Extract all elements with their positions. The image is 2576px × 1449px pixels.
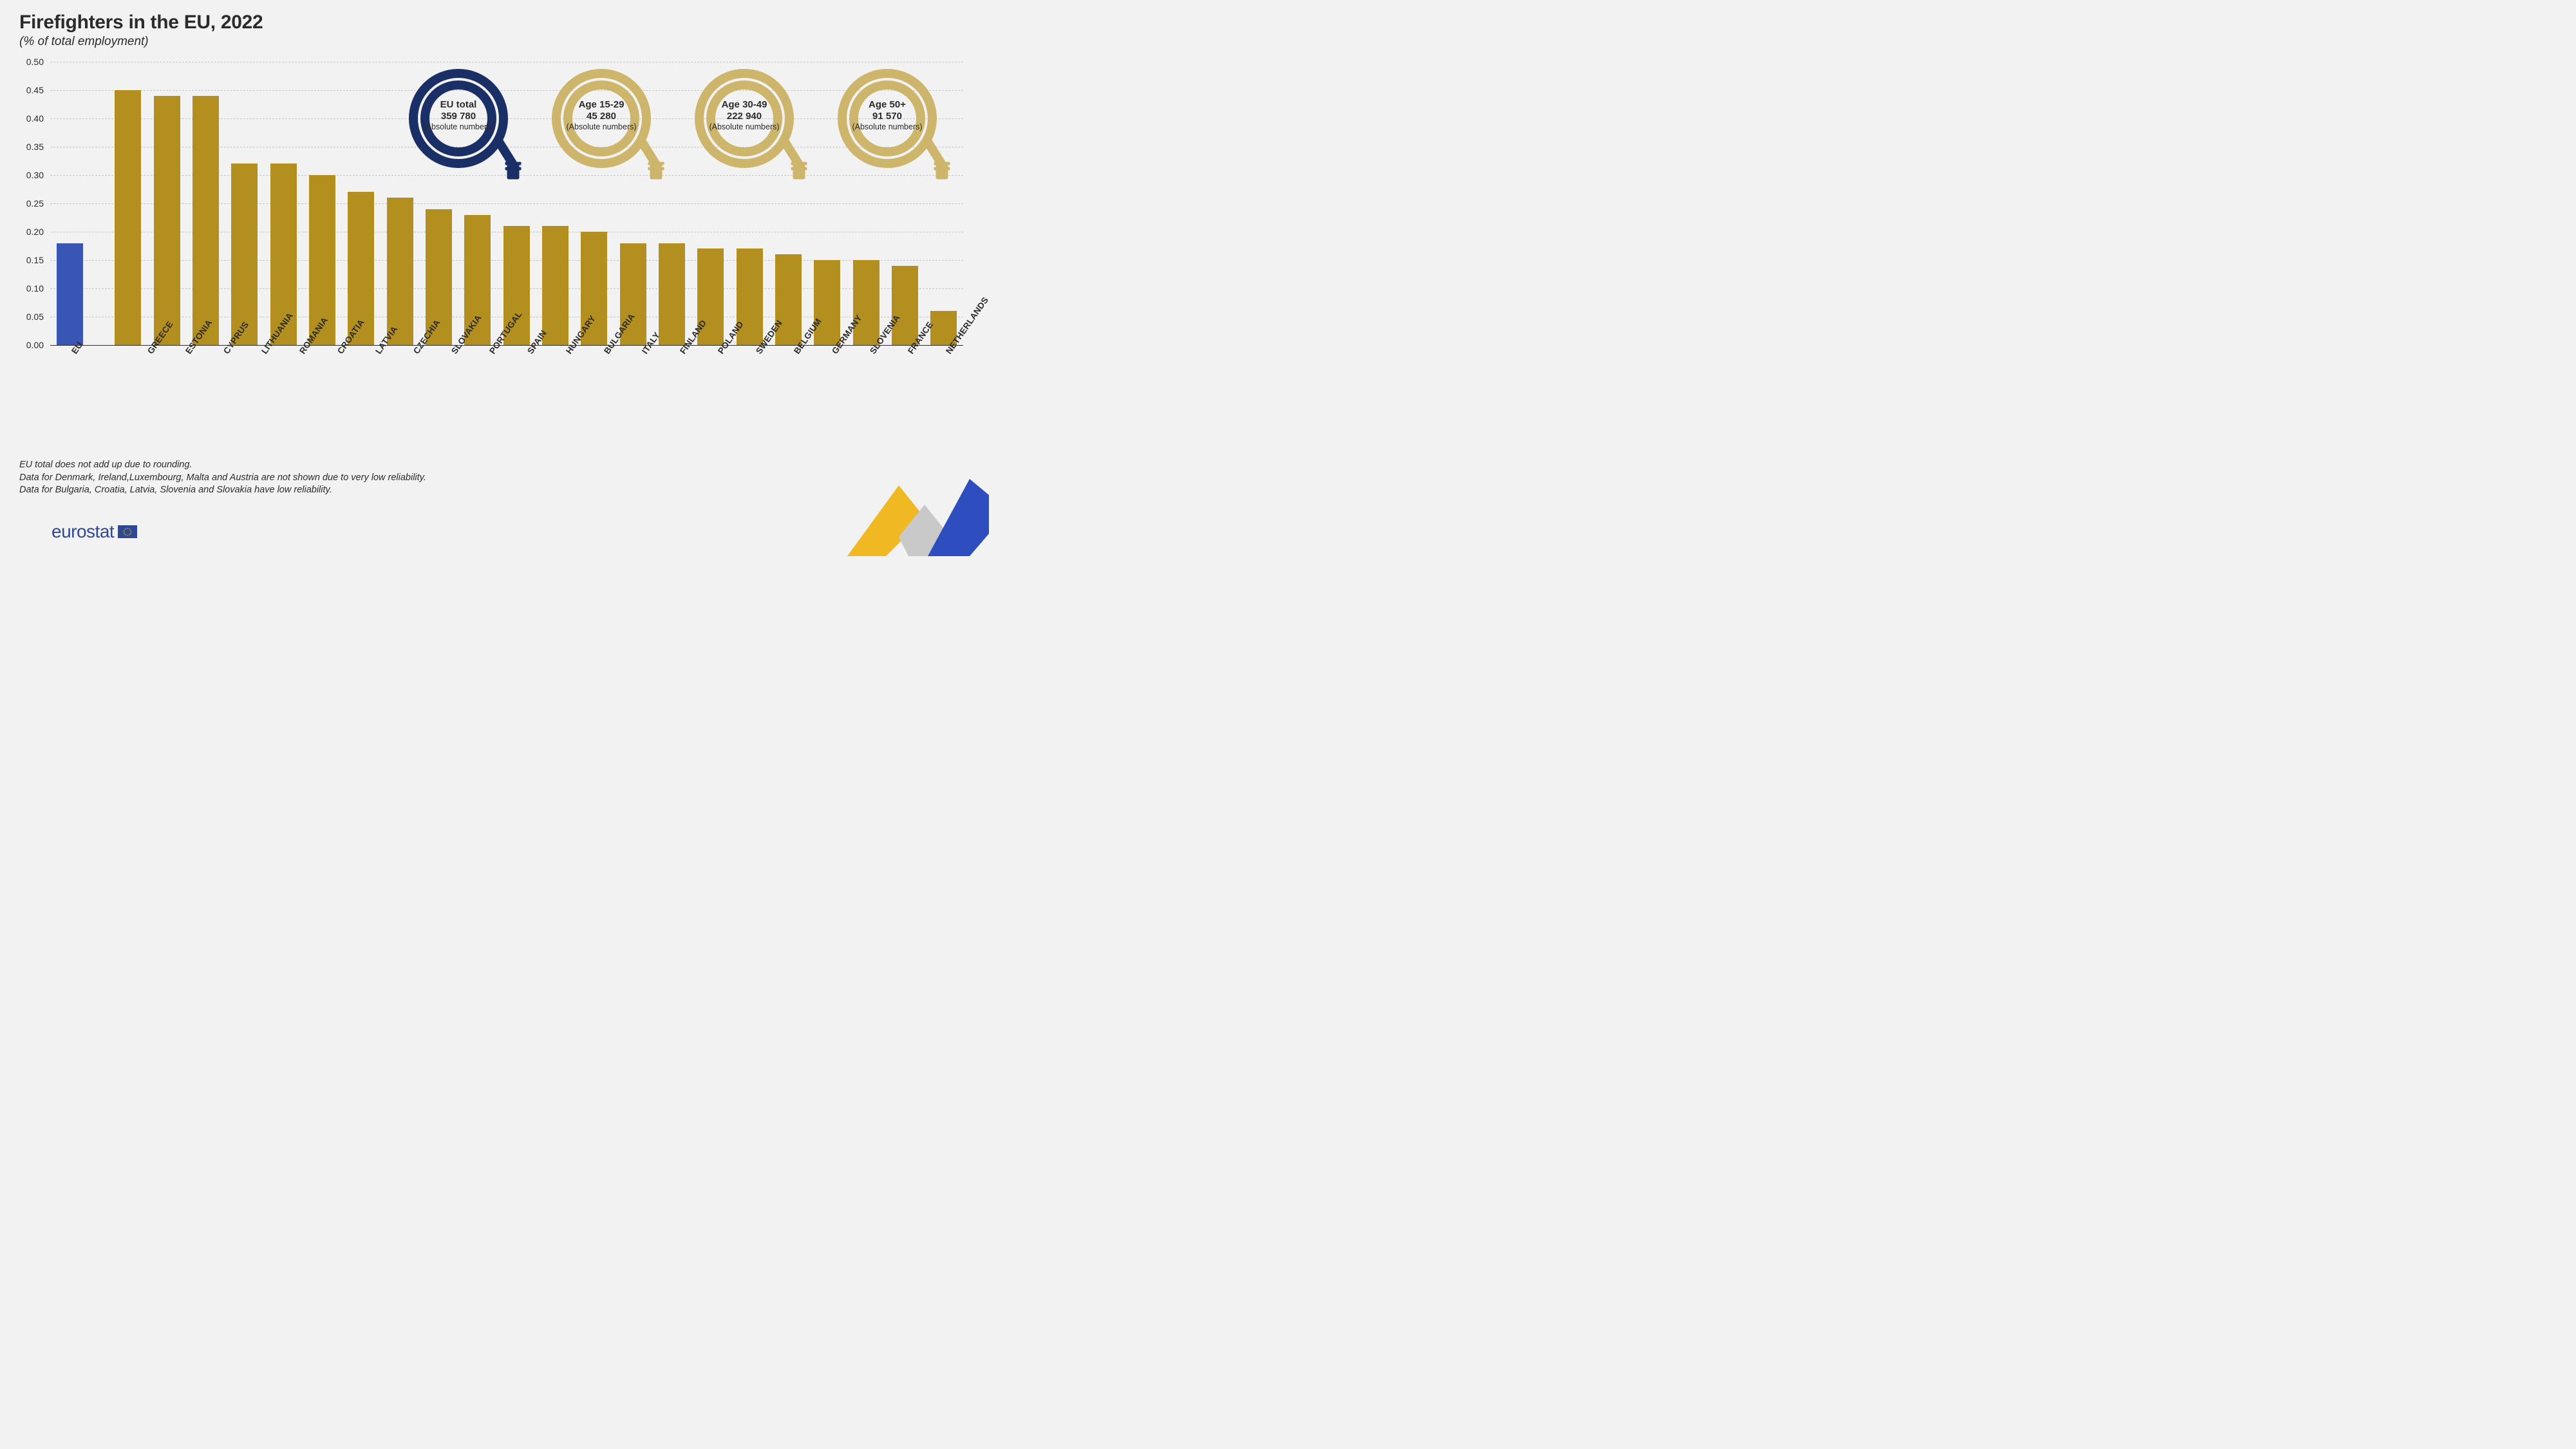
y-tick-label: 0.10 (26, 283, 44, 294)
hose-icon: Age 15-29 45 280 (Absolute numbers) (547, 67, 671, 182)
eurostat-wordmark: eurostat (52, 521, 114, 542)
y-tick-label: 0.35 (26, 142, 44, 152)
footnotes: EU total does not add up due to rounding… (19, 459, 426, 497)
bar (193, 96, 219, 345)
hose-icon: Age 30-49 222 940 (Absolute numbers) (690, 67, 814, 182)
hose-line2: 91 570 (833, 111, 941, 122)
footnote-line: Data for Denmark, Ireland,Luxembourg, Ma… (19, 472, 426, 485)
y-tick-label: 0.40 (26, 113, 44, 124)
hose-text: Age 30-49 222 940 (Absolute numbers) (690, 99, 798, 131)
bar (775, 254, 802, 345)
hose-text: EU total 359 780 (Absolute numbers) (404, 99, 512, 131)
bar-slot (342, 62, 381, 345)
chart-title: Firefighters in the EU, 2022 (19, 12, 970, 33)
footnote-line: Data for Bulgaria, Croatia, Latvia, Slov… (19, 484, 426, 497)
chart-area: 0.00 0.05 0.10 0.15 0.20 0.25 0.30 0.35 0.40 0.45… (19, 62, 970, 384)
bar-slot (147, 62, 186, 345)
hose-line1: Age 50+ (833, 99, 941, 110)
y-tick-label: 0.00 (26, 340, 44, 350)
hose-summary-panel: EU total 359 780 (Absolute numbers) Age … (404, 67, 957, 182)
y-tick-label: 0.20 (26, 227, 44, 237)
y-tick-label: 0.30 (26, 170, 44, 180)
hose-line2: 222 940 (690, 111, 798, 122)
y-tick-label: 0.25 (26, 198, 44, 209)
bar-slot (303, 62, 341, 345)
eurostat-check-icon (822, 453, 989, 556)
hose-text: Age 15-29 45 280 (Absolute numbers) (547, 99, 655, 131)
hose-line3: (Absolute numbers) (690, 122, 798, 131)
bar-slot (225, 62, 264, 345)
bar (154, 96, 180, 345)
eurostat-logo: eurostat (52, 521, 137, 542)
hose-line1: EU total (404, 99, 512, 110)
y-tick-label: 0.50 (26, 57, 44, 67)
y-tick-label: 0.05 (26, 312, 44, 322)
hose-line3: (Absolute numbers) (547, 122, 655, 131)
hose-line1: Age 30-49 (690, 99, 798, 110)
bar-slot (109, 62, 147, 345)
eu-flag-icon (118, 525, 137, 538)
bar (814, 260, 840, 345)
y-tick-label: 0.45 (26, 85, 44, 95)
hose-line3: (Absolute numbers) (833, 122, 941, 131)
hose-text: Age 50+ 91 570 (Absolute numbers) (833, 99, 941, 131)
hose-icon: Age 50+ 91 570 (Absolute numbers) (833, 67, 957, 182)
hose-line2: 45 280 (547, 111, 655, 122)
bar-slot (186, 62, 225, 345)
bar (57, 243, 83, 345)
bar (115, 90, 141, 345)
bar (542, 226, 569, 345)
bar-slot (264, 62, 303, 345)
bar (387, 198, 413, 345)
bar (659, 243, 685, 345)
hose-line2: 359 780 (404, 111, 512, 122)
y-axis: 0.000.050.100.150.200.250.300.350.400.45… (19, 62, 46, 345)
bar (231, 164, 258, 345)
bar-slot (50, 62, 89, 345)
hose-line3: (Absolute numbers) (404, 122, 512, 131)
infographic-container: Firefighters in the EU, 2022 (% of total… (0, 0, 989, 556)
bar (892, 266, 918, 345)
y-tick-label: 0.15 (26, 255, 44, 265)
hose-icon: EU total 359 780 (Absolute numbers) (404, 67, 528, 182)
chart-subtitle: (% of total employment) (19, 35, 970, 49)
hose-line1: Age 15-29 (547, 99, 655, 110)
footnote-line: EU total does not add up due to rounding… (19, 459, 426, 472)
bar (853, 260, 879, 345)
